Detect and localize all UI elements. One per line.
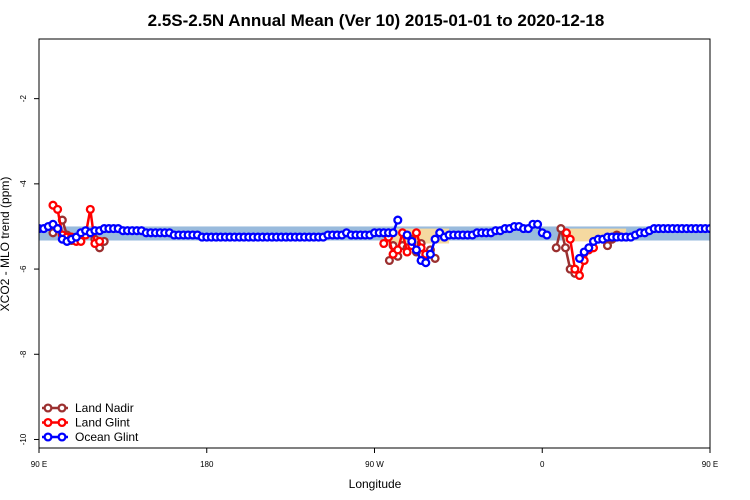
legend-item-land-glint: Land Glint bbox=[42, 416, 130, 430]
legend-marker bbox=[43, 432, 53, 442]
legend-marker bbox=[57, 403, 67, 413]
land-glint-point bbox=[561, 228, 572, 238]
x-tick-label: 90 E bbox=[702, 460, 718, 469]
y-tick-label: -6 bbox=[19, 265, 28, 273]
x-tick-label: 180 bbox=[200, 460, 214, 469]
land-glint-point bbox=[85, 204, 95, 214]
land-glint-point bbox=[570, 264, 580, 274]
legend-label: Land Nadir bbox=[75, 401, 134, 415]
legend-marker bbox=[43, 417, 53, 428]
y-tick-label: -8 bbox=[19, 350, 28, 358]
land-glint-point bbox=[574, 270, 585, 281]
y-axis: -2 -4 -6 -8 -10 bbox=[19, 95, 39, 445]
series-layer bbox=[39, 200, 710, 281]
ocean-glint-point bbox=[584, 243, 594, 253]
land-nadir-point bbox=[551, 243, 561, 253]
y-axis-label: XCO2 - MLO trend (ppm) bbox=[0, 177, 12, 312]
legend-marker bbox=[57, 417, 67, 428]
legend-label: Land Glint bbox=[75, 416, 130, 430]
ocean-glint-point bbox=[421, 258, 431, 268]
ocean-glint-point bbox=[542, 230, 552, 240]
ocean-glint-point bbox=[407, 236, 417, 246]
ocean-glint-point bbox=[425, 249, 435, 259]
y-tick-label: -10 bbox=[19, 433, 28, 445]
land-glint-point bbox=[393, 245, 403, 255]
x-tick-label: 90 W bbox=[365, 460, 384, 469]
land-glint-point bbox=[565, 234, 575, 244]
land-nadir-point bbox=[602, 241, 613, 251]
land-glint-point bbox=[95, 236, 105, 246]
ocean-glint-point bbox=[533, 219, 543, 229]
series-ocean-glint bbox=[39, 215, 710, 268]
ocean-glint-point bbox=[393, 215, 403, 225]
land-glint-line bbox=[382, 231, 427, 256]
legend-item-land-nadir: Land Nadir bbox=[42, 401, 134, 415]
legend-marker bbox=[43, 403, 53, 413]
land-nadir-point bbox=[560, 243, 571, 253]
ocean-glint-point bbox=[430, 234, 440, 244]
ocean-glint-point bbox=[574, 253, 585, 263]
legend-label: Ocean Glint bbox=[75, 430, 139, 444]
ocean-glint-point bbox=[388, 228, 398, 238]
legend-marker bbox=[57, 432, 67, 442]
x-tick-label: 90 E bbox=[31, 460, 47, 469]
land-nadir-point bbox=[384, 255, 394, 266]
x-axis-label: Longitude bbox=[349, 477, 402, 491]
land-nadir-point bbox=[556, 224, 566, 234]
plot-area bbox=[39, 200, 710, 281]
y-tick-label: -2 bbox=[19, 95, 28, 103]
land-glint-point bbox=[379, 238, 389, 249]
x-axis: 90 E 180 90 W 0 90 E bbox=[31, 448, 718, 469]
ocean-glint-point bbox=[402, 230, 412, 240]
legend-item-ocean-glint: Ocean Glint bbox=[42, 430, 139, 444]
ocean-glint-point bbox=[53, 224, 63, 234]
ocean-glint-point bbox=[411, 245, 421, 255]
x-tick-label: 0 bbox=[540, 460, 545, 469]
land-glint-point bbox=[402, 247, 412, 257]
y-tick-label: -4 bbox=[19, 180, 28, 188]
chart-title: 2.5S-2.5N Annual Mean (Ver 10) 2015-01-0… bbox=[148, 11, 605, 30]
land-glint-point bbox=[411, 228, 421, 238]
land-glint-point bbox=[53, 204, 63, 214]
